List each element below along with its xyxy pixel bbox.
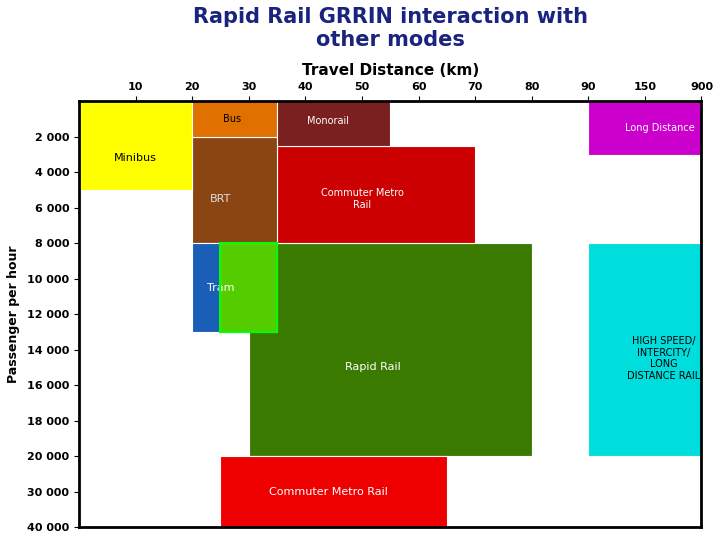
Bar — [220, 456, 447, 527]
Text: Monorail: Monorail — [307, 116, 349, 126]
Bar — [249, 244, 531, 456]
Bar — [277, 102, 390, 146]
Bar — [588, 102, 701, 154]
Bar — [192, 102, 277, 137]
Bar — [79, 102, 192, 190]
Bar — [192, 137, 277, 244]
Text: Commuter Metro Rail: Commuter Metro Rail — [269, 487, 387, 497]
Bar — [192, 244, 249, 332]
Text: Bus: Bus — [222, 114, 241, 124]
Text: Long Distance: Long Distance — [625, 123, 695, 133]
Text: Commuter Metro
Rail: Commuter Metro Rail — [320, 188, 403, 210]
Y-axis label: Passenger per hour: Passenger per hour — [7, 246, 20, 383]
Title: Rapid Rail GRRIN interaction with
other modes: Rapid Rail GRRIN interaction with other … — [193, 7, 588, 50]
Text: HIGH SPEED/
INTERCITY/
LONG
DISTANCE RAIL: HIGH SPEED/ INTERCITY/ LONG DISTANCE RAI… — [627, 336, 701, 381]
Text: Minibus: Minibus — [114, 153, 157, 163]
X-axis label: Travel Distance (km): Travel Distance (km) — [302, 63, 479, 78]
Bar — [588, 244, 701, 456]
Text: BRT: BRT — [210, 194, 231, 204]
Bar — [220, 244, 277, 332]
Bar — [220, 244, 277, 332]
Text: Tram: Tram — [207, 282, 234, 293]
Text: Rapid Rail: Rapid Rail — [346, 362, 401, 373]
Bar — [277, 146, 475, 244]
